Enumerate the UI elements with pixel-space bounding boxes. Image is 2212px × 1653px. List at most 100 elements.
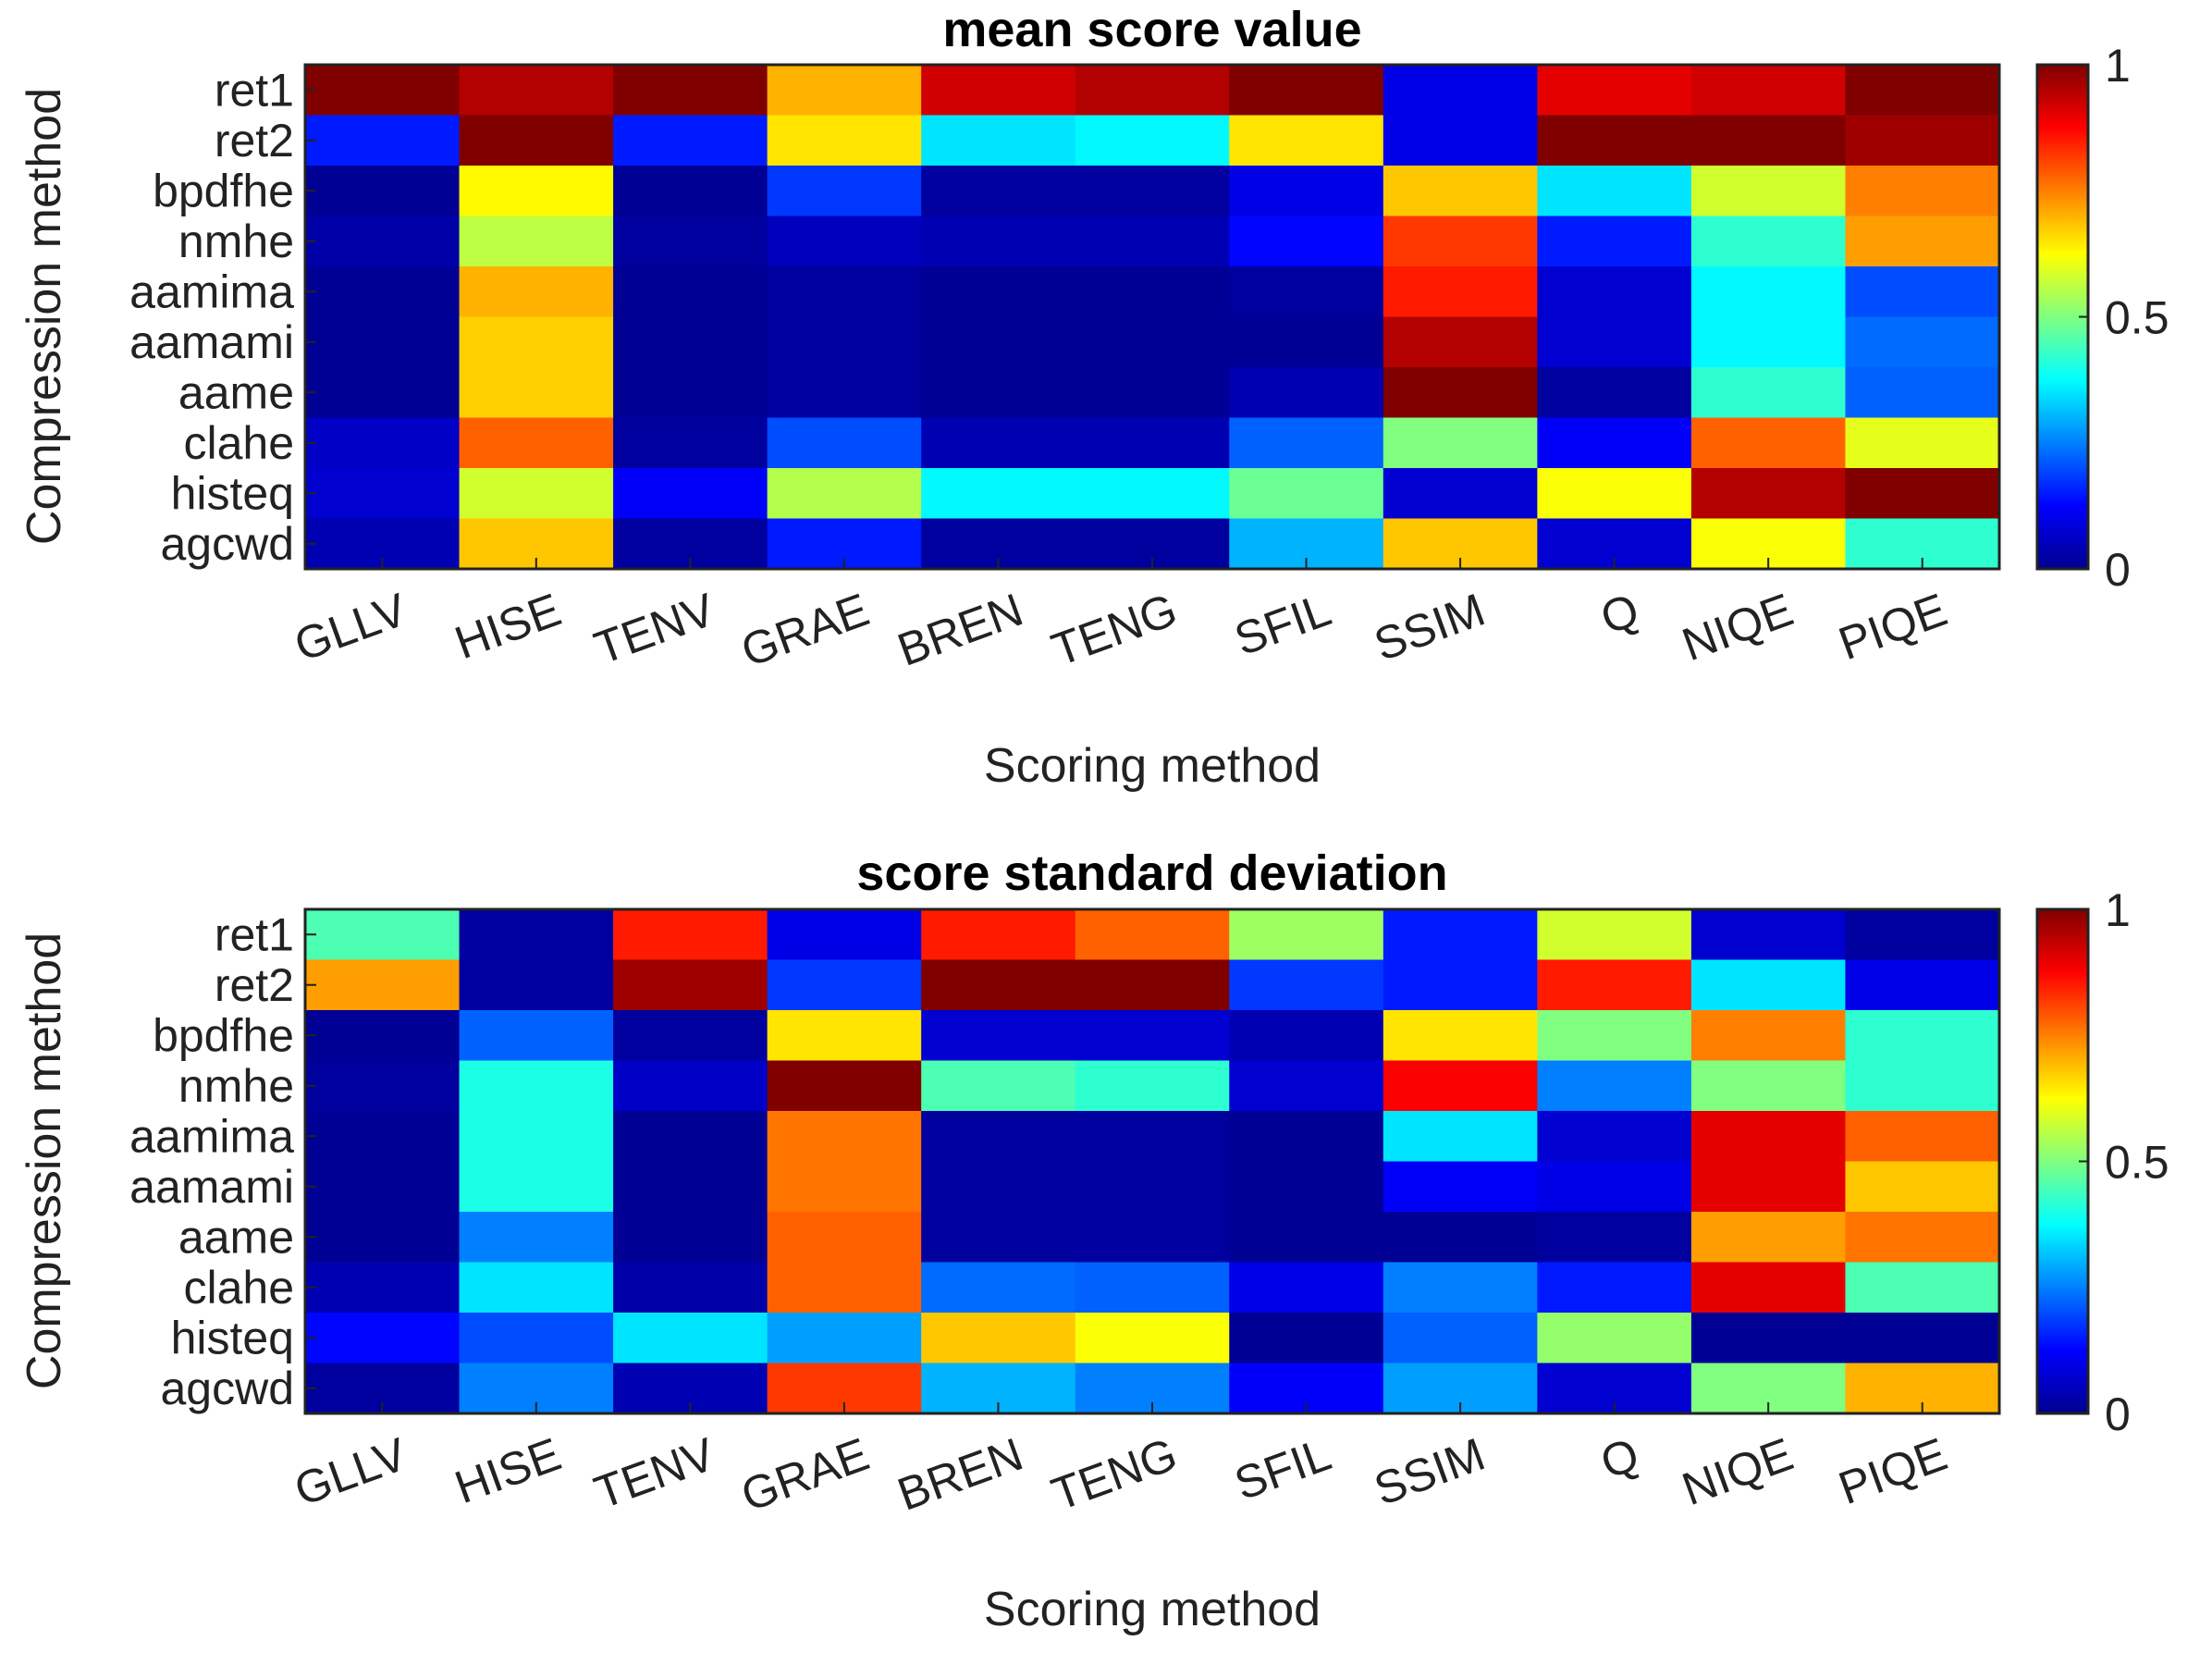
heatmap-cell — [305, 1212, 461, 1264]
heatmap-cell — [1075, 115, 1230, 167]
heatmap-cell — [1229, 166, 1384, 217]
heatmap-cell — [1075, 909, 1230, 961]
heatmap-cell — [1382, 468, 1538, 520]
x-tick-label: Q — [1594, 1428, 1646, 1489]
y-tick-label: clahe — [183, 417, 294, 469]
heatmap-cell — [1845, 367, 2000, 419]
x-tick-label: HISE — [449, 584, 568, 670]
heatmap-cell — [921, 166, 1076, 217]
heatmap-cell — [1690, 115, 1847, 167]
y-tick-label: bpdfhe — [153, 165, 294, 216]
heatmap-cell — [767, 115, 922, 167]
heatmap-cell — [1229, 1111, 1384, 1163]
heatmap-cell — [1075, 367, 1230, 419]
colorbar: 00.51 — [2035, 884, 2169, 1440]
heatmap-cell — [459, 1161, 614, 1213]
heatmap-cell — [1075, 1212, 1230, 1264]
colorbar-ticks: 00.51 — [2079, 40, 2169, 596]
heatmap-cell — [767, 65, 922, 117]
y-tick-label: aamima — [129, 265, 294, 317]
y-tick-label: histeq — [171, 467, 294, 519]
heatmap-cell — [1382, 115, 1538, 167]
heatmap-cell — [459, 166, 614, 217]
heatmap-cell — [1690, 1111, 1847, 1163]
heatmap-cell — [1690, 417, 1847, 469]
y-tick-label: nmhe — [178, 216, 294, 267]
heatmap-cell — [1537, 115, 1692, 167]
heatmap-cell — [305, 468, 461, 520]
heatmap-cell — [1075, 468, 1230, 520]
heatmap-cell — [1690, 1010, 1847, 1062]
heatmap-cell — [305, 316, 461, 368]
heatmap-cell — [767, 1060, 922, 1112]
heatmap-cell — [305, 216, 461, 267]
heatmap-cell — [1075, 1262, 1230, 1314]
heatmap-cell — [1537, 1111, 1692, 1163]
heatmap-cell — [767, 1262, 922, 1314]
heatmap-cell — [305, 65, 461, 117]
heatmap-cell — [1537, 1060, 1692, 1112]
heatmap-cell — [1229, 1010, 1384, 1062]
x-axis-label: Scoring method — [984, 1583, 1321, 1636]
heatmap-cell — [921, 1313, 1076, 1364]
x-tick-labels: GLLV HISE TENV GRAE BREN TENG SFIL SSIM Q NIQE PIQ… — [288, 1402, 1953, 1522]
x-tick-label: GRAE — [734, 584, 875, 677]
x-tick-labels: GLLV HISE TENV GRAE BREN TENG SFIL SSIM Q NIQE PIQ… — [288, 558, 1953, 677]
y-tick-label: bpdfhe — [153, 1009, 294, 1061]
heatmap-chart-std: score standard deviation ret1ret2bpdfhen… — [18, 845, 2169, 1636]
heatmap-cell — [767, 216, 922, 267]
heatmap-cell — [1229, 1161, 1384, 1213]
heatmap-cell — [613, 1060, 768, 1112]
y-tick-labels: ret1ret2bpdfhenmheaamimaaamamiaameclaheh… — [129, 64, 316, 570]
y-tick-label: ret1 — [215, 64, 294, 116]
heatmap-cell — [459, 266, 614, 318]
heatmap-cell — [459, 1212, 614, 1264]
heatmap-cell — [1382, 316, 1538, 368]
y-tick-label: ret2 — [215, 959, 294, 1011]
heatmap-cell — [1690, 1060, 1847, 1112]
heatmap-cell — [1229, 367, 1384, 419]
heatmap-cell — [305, 1161, 461, 1213]
heatmap-cell — [1075, 1111, 1230, 1163]
y-tick-label: nmhe — [178, 1060, 294, 1112]
colorbar-tick-label: 0.5 — [2105, 292, 2169, 344]
y-tick-label: ret1 — [215, 908, 294, 960]
heatmap-cell — [767, 316, 922, 368]
heatmap-cell — [1382, 1010, 1538, 1062]
heatmap-cell — [1690, 1262, 1847, 1314]
heatmap-cell — [613, 1212, 768, 1264]
heatmap-cell — [767, 417, 922, 469]
heatmap-cell — [1845, 316, 2000, 368]
heatmap-cell — [459, 367, 614, 419]
heatmap-cell — [305, 115, 461, 167]
heatmap-cell — [1845, 1262, 2000, 1314]
heatmap-cell — [1537, 417, 1692, 469]
heatmap-cell — [1845, 216, 2000, 267]
heatmap-cell — [1382, 959, 1538, 1011]
heatmap-cell — [921, 1212, 1076, 1264]
heatmap-cell — [1229, 1212, 1384, 1264]
heatmap-cell — [921, 959, 1076, 1011]
heatmap-cell — [1229, 468, 1384, 520]
heatmap-cell — [1229, 1262, 1384, 1314]
heatmap-cell — [1382, 1060, 1538, 1112]
heatmap-cell — [921, 1161, 1076, 1213]
heatmap-cell — [613, 1262, 768, 1314]
heatmap-cell — [1537, 959, 1692, 1011]
heatmap-cell — [1845, 1060, 2000, 1112]
y-axis-label: Compression method — [18, 932, 71, 1389]
heatmap-cell — [1229, 316, 1384, 368]
heatmap-cell — [1382, 65, 1538, 117]
x-tick-label: SFIL — [1228, 1428, 1337, 1511]
heatmap-cell — [613, 1111, 768, 1163]
heatmap-cell — [459, 1060, 614, 1112]
heatmap-cell — [305, 1111, 461, 1163]
x-tick-label: GLLV — [288, 583, 413, 671]
x-tick-label: NIQE — [1676, 584, 1800, 671]
heatmap-cell — [305, 1313, 461, 1364]
heatmap-cell — [1690, 909, 1847, 961]
heatmap-cell — [1537, 1161, 1692, 1213]
heatmap-cell — [1229, 266, 1384, 318]
x-tick-label: TENV — [588, 583, 722, 673]
heatmap-cell — [1690, 468, 1847, 520]
